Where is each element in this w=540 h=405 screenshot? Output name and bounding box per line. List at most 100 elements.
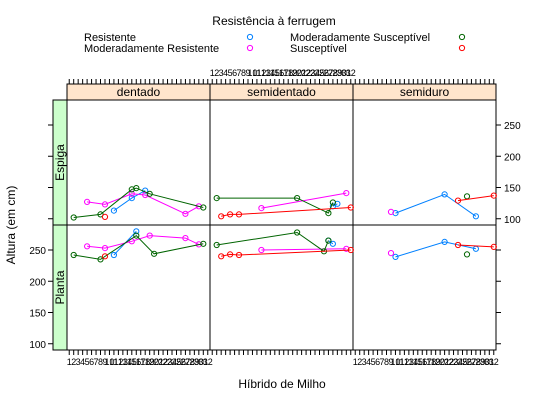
legend-label: Susceptível [290, 43, 347, 55]
data-point [70, 251, 77, 259]
series-line [221, 249, 351, 257]
x-tick-label: 5 [228, 68, 233, 78]
series-line [261, 248, 347, 251]
x-tick-label: 1 [67, 357, 72, 367]
data-point [84, 198, 91, 205]
x-tick-label: 12 [399, 357, 409, 367]
series-line [221, 207, 351, 217]
x-tick-label: 24 [167, 357, 177, 367]
x-tick-label: 26 [319, 68, 329, 78]
x-tick-label: 23 [306, 68, 316, 78]
x-tick-label: 1 [210, 68, 215, 78]
y-tick-label: 150 [29, 309, 46, 320]
data-point [227, 251, 234, 258]
x-tick-label: 32 [489, 357, 499, 367]
x-tick-label: 12 [113, 357, 123, 367]
x-tick-label: 21 [440, 357, 450, 367]
data-point [463, 251, 471, 258]
data-point [441, 238, 448, 245]
x-tick-label: 11 [109, 357, 118, 367]
legend-label: Moderadamente Resistente [84, 43, 219, 55]
x-tick-label: 19 [288, 68, 298, 78]
y-tick-label: 250 [504, 121, 521, 132]
x-tick-label: 32 [346, 68, 356, 78]
data-point [472, 213, 479, 220]
series-line [261, 192, 347, 209]
x-tick-label: 7 [94, 357, 99, 367]
x-tick-label: 30 [337, 68, 347, 78]
x-tick-label: 2 [357, 357, 362, 367]
x-tick-label: 19 [145, 357, 155, 367]
x-tick-label: 7 [380, 357, 385, 367]
data-point [454, 197, 462, 204]
strip-label: semidentado [247, 85, 316, 99]
data-point [133, 232, 140, 239]
data-point [347, 204, 354, 211]
x-tick-label: 4 [223, 68, 228, 78]
data-point [213, 241, 220, 249]
data-point [387, 250, 395, 257]
data-point [70, 214, 77, 221]
series-line [395, 193, 477, 217]
data-point [441, 191, 448, 198]
data-point [97, 256, 104, 263]
x-tick-label: 18 [283, 68, 293, 78]
x-tick-label: 24 [453, 357, 463, 367]
data-point [128, 190, 135, 197]
x-tick-label: 22 [444, 357, 454, 367]
x-tick-label: 9 [388, 357, 393, 367]
x-axis-label: Híbrido de Milho [238, 377, 326, 391]
x-tick-label: 18 [140, 357, 150, 367]
x-tick-label: 10 [390, 357, 400, 367]
legend-label: Resistente [84, 32, 136, 44]
legend-marker [458, 44, 466, 52]
x-tick-label: 16 [131, 357, 141, 367]
x-tick-label: 28 [185, 357, 195, 367]
data-point [343, 190, 350, 197]
x-tick-label: 11 [252, 68, 261, 78]
data-point [101, 213, 109, 220]
x-tick-label: 3 [76, 357, 81, 367]
data-point [392, 253, 399, 260]
x-tick-label: 26 [462, 357, 472, 367]
series-line [113, 190, 146, 212]
x-tick-label: 25 [457, 357, 467, 367]
data-point [235, 211, 243, 218]
data-point [235, 251, 243, 259]
x-tick-label: 13 [261, 68, 271, 78]
data-point [294, 229, 301, 236]
panel-border [352, 224, 497, 351]
legend-title: Resistência à ferrugem [212, 14, 335, 28]
strip-label: Espiga [53, 144, 67, 181]
data-point [84, 243, 91, 250]
series-line [395, 241, 477, 258]
x-tick-label: 15 [270, 68, 280, 78]
data-point [329, 199, 336, 206]
series-line [216, 231, 329, 253]
panels: dentado semidentado semiduro Espiga Planta [52, 83, 497, 351]
series-line [73, 234, 204, 260]
series-line [216, 197, 334, 214]
data-point [490, 192, 497, 199]
series-line [457, 244, 494, 248]
x-tick-label: 13 [404, 357, 414, 367]
x-tick-label: 4 [80, 357, 85, 367]
strip-label: dentado [117, 85, 161, 99]
y-tick-label: 100 [29, 340, 46, 351]
x-tick-label: 23 [163, 357, 173, 367]
data-point [325, 237, 332, 244]
x-tick-label: 5 [371, 357, 376, 367]
x-tick-label: 26 [176, 357, 186, 367]
x-tick-label: 11 [395, 357, 404, 367]
x-tick-label: 25 [171, 357, 181, 367]
x-tick-label: 22 [158, 357, 168, 367]
data-point [200, 204, 207, 211]
x-tick-label: 28 [328, 68, 338, 78]
x-tick-label: 9 [102, 357, 107, 367]
data-point [258, 246, 265, 254]
x-tick-label: 29 [332, 68, 342, 78]
data-point [200, 240, 207, 247]
data-point [133, 185, 140, 192]
x-tick-label: 3 [219, 68, 224, 78]
